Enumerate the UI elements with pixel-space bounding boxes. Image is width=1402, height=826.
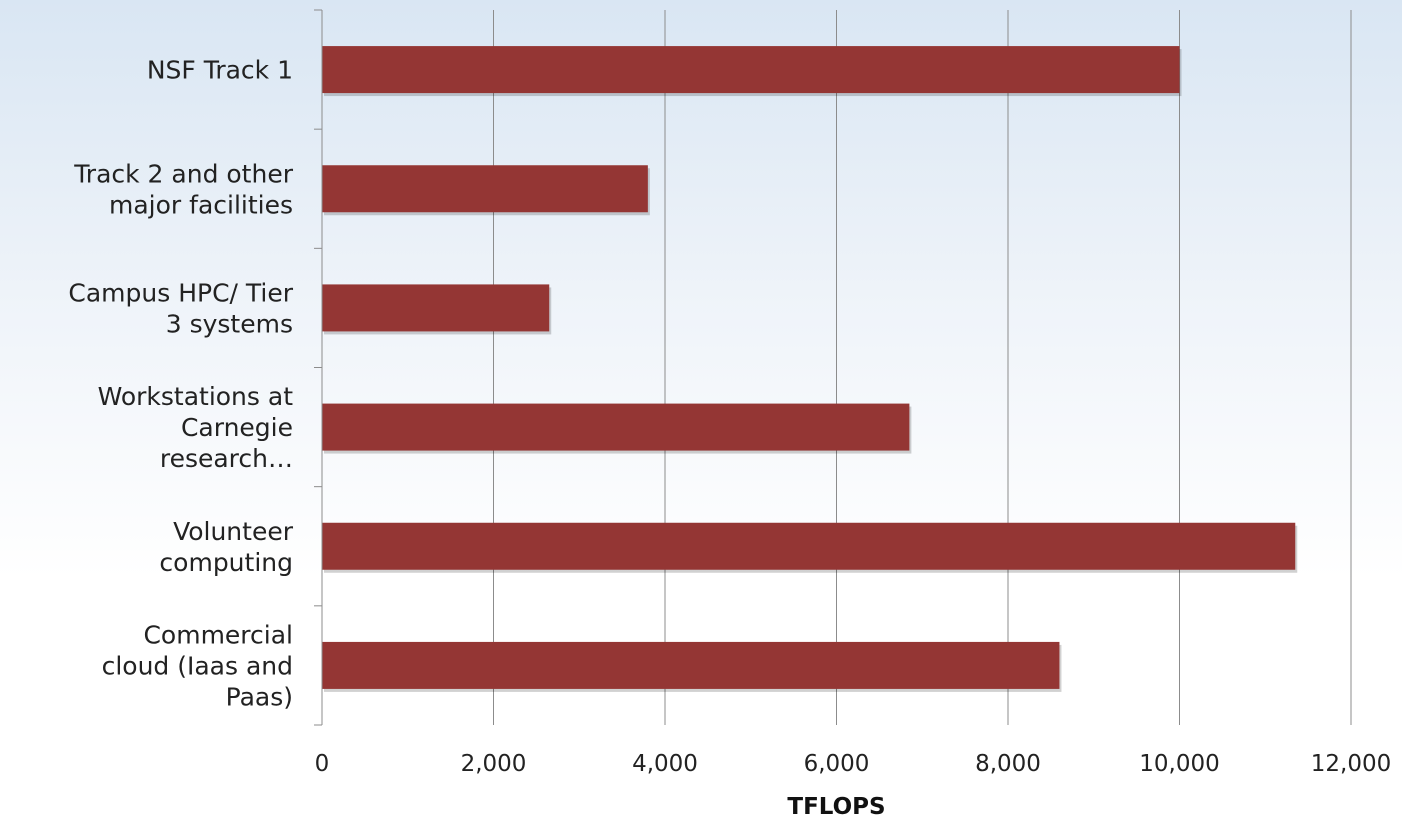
bar — [322, 46, 1180, 94]
category-label: Commercial cloud (Iaas and Paas) — [102, 620, 293, 711]
axes — [314, 9, 323, 726]
gridlines — [493, 10, 1352, 725]
x-tick-label: 10,000 — [1139, 751, 1219, 777]
category-label: Campus HPC/ Tier 3 systems — [68, 278, 293, 338]
bar — [322, 522, 1296, 570]
bar — [322, 165, 648, 213]
x-tick-label: 0 — [315, 751, 330, 777]
bar — [322, 403, 910, 451]
x-tick-label: 2,000 — [461, 751, 527, 777]
x-axis-title: TFLOPS — [787, 794, 885, 820]
category-label: Track 2 and other major facilities — [73, 159, 294, 219]
bar — [322, 641, 1060, 689]
x-tick-label: 6,000 — [804, 751, 870, 777]
x-tick-label: 12,000 — [1311, 751, 1391, 777]
x-tick-label: 8,000 — [975, 751, 1041, 777]
x-tick-labels: 0 2,000 4,000 6,000 8,000 10,000 12,000 — [315, 751, 1392, 777]
bars — [322, 46, 1298, 692]
category-label: Volunteer computing — [159, 517, 293, 577]
x-tick-label: 4,000 — [632, 751, 698, 777]
category-labels: NSF Track 1 Track 2 and other major facili… — [68, 56, 293, 712]
bar — [322, 284, 550, 332]
category-label: Workstations at Carnegie research… — [98, 382, 294, 473]
category-label: NSF Track 1 — [147, 56, 293, 85]
